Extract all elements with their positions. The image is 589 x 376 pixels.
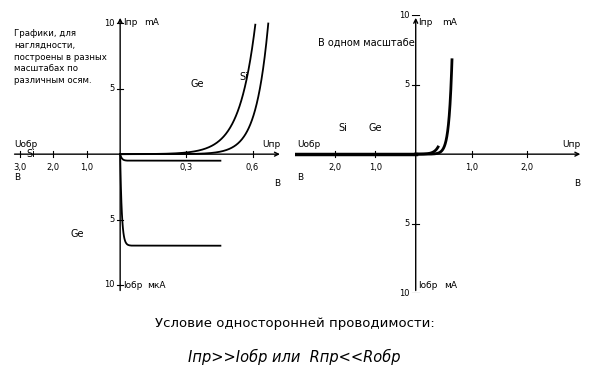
- Text: 1,0: 1,0: [369, 163, 382, 172]
- Text: Uобр: Uобр: [297, 139, 320, 149]
- Text: Iпр: Iпр: [123, 18, 137, 27]
- Text: B: B: [574, 179, 580, 188]
- Text: B: B: [15, 173, 21, 182]
- Text: Iпр: Iпр: [419, 18, 433, 27]
- Text: Si: Si: [27, 149, 35, 159]
- Text: Iобр: Iобр: [419, 282, 438, 291]
- Text: 5: 5: [404, 219, 409, 228]
- Text: 5: 5: [109, 84, 114, 93]
- Text: мА: мА: [445, 282, 458, 291]
- Text: 10: 10: [399, 11, 409, 20]
- Text: Uпр: Uпр: [262, 139, 280, 149]
- Text: Iпр>>Iобр или  Rпр<<Rобр: Iпр>>Iобр или Rпр<<Rобр: [188, 349, 401, 365]
- Text: 10: 10: [104, 19, 114, 28]
- Text: 2,0: 2,0: [47, 163, 60, 172]
- Text: Uпр: Uпр: [562, 139, 580, 149]
- Text: 3,0: 3,0: [14, 163, 27, 172]
- Text: 1,0: 1,0: [465, 163, 478, 172]
- Text: 2,0: 2,0: [521, 163, 534, 172]
- Text: Ge: Ge: [70, 229, 84, 239]
- Text: B: B: [274, 179, 280, 188]
- Text: Si: Si: [339, 123, 348, 133]
- Text: 0,3: 0,3: [180, 163, 193, 172]
- Text: mA: mA: [144, 18, 160, 27]
- Text: мкА: мкА: [147, 282, 166, 291]
- Text: 1,0: 1,0: [80, 163, 93, 172]
- Text: 10: 10: [399, 289, 409, 298]
- Text: Iобр: Iобр: [123, 282, 142, 291]
- Text: mA: mA: [442, 18, 456, 27]
- Text: 5: 5: [109, 215, 114, 224]
- Text: Ge: Ge: [369, 123, 382, 133]
- Text: Uобр: Uобр: [15, 139, 38, 149]
- Text: Условие односторонней проводимости:: Условие односторонней проводимости:: [155, 317, 434, 330]
- Text: 5: 5: [404, 80, 409, 89]
- Text: В одном масштабе: В одном масштабе: [317, 37, 414, 47]
- Text: 10: 10: [104, 280, 114, 290]
- Text: 0,6: 0,6: [246, 163, 259, 172]
- Text: Ge: Ge: [191, 79, 204, 89]
- Text: Si: Si: [239, 72, 248, 82]
- Text: Графики, для
наглядности,
построены в разных
масштабах по
различным осям.: Графики, для наглядности, построены в ра…: [15, 29, 107, 85]
- Text: 2,0: 2,0: [328, 163, 342, 172]
- Text: B: B: [297, 173, 303, 182]
